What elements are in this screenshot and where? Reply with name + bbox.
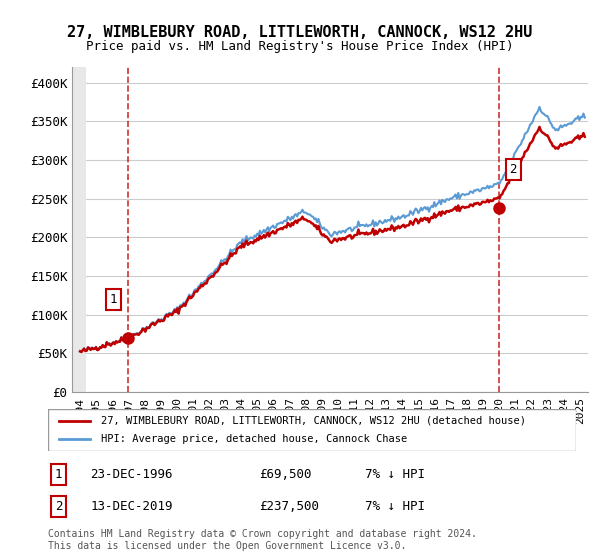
FancyBboxPatch shape: [48, 409, 576, 451]
Text: 7% ↓ HPI: 7% ↓ HPI: [365, 500, 425, 513]
Text: Contains HM Land Registry data © Crown copyright and database right 2024.
This d: Contains HM Land Registry data © Crown c…: [48, 529, 477, 551]
Text: 27, WIMBLEBURY ROAD, LITTLEWORTH, CANNOCK, WS12 2HU (detached house): 27, WIMBLEBURY ROAD, LITTLEWORTH, CANNOC…: [101, 416, 526, 426]
Text: 2: 2: [509, 163, 517, 176]
Text: 1: 1: [55, 468, 62, 481]
Text: 27, WIMBLEBURY ROAD, LITTLEWORTH, CANNOCK, WS12 2HU: 27, WIMBLEBURY ROAD, LITTLEWORTH, CANNOC…: [67, 25, 533, 40]
Bar: [72, 67, 86, 392]
Text: 7% ↓ HPI: 7% ↓ HPI: [365, 468, 425, 481]
Text: 23-DEC-1996: 23-DEC-1996: [90, 468, 173, 481]
Text: Price paid vs. HM Land Registry's House Price Index (HPI): Price paid vs. HM Land Registry's House …: [86, 40, 514, 53]
Text: HPI: Average price, detached house, Cannock Chase: HPI: Average price, detached house, Cann…: [101, 434, 407, 444]
Text: £237,500: £237,500: [259, 500, 319, 513]
Text: 1: 1: [110, 293, 117, 306]
Text: 2: 2: [55, 500, 62, 513]
Text: £69,500: £69,500: [259, 468, 312, 481]
Text: 13-DEC-2019: 13-DEC-2019: [90, 500, 173, 513]
